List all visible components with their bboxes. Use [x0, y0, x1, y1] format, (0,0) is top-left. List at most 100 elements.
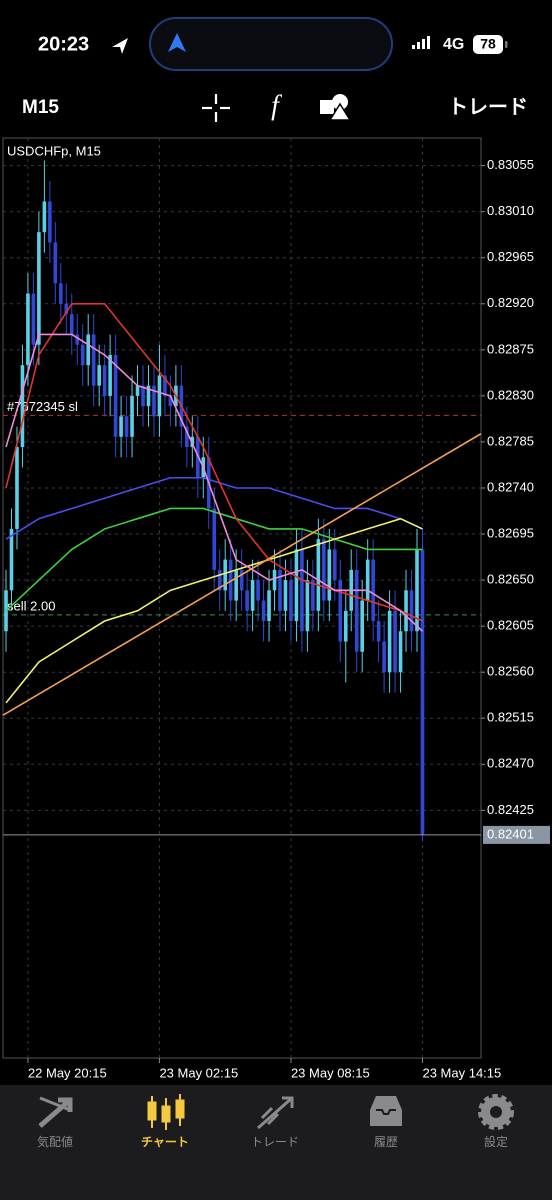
candle-body [64, 303, 69, 315]
y-tick-label: 0.82470 [487, 756, 534, 771]
candle-body [371, 559, 375, 622]
tab-label[interactable]: 気配値 [37, 1134, 73, 1149]
candle-body [305, 580, 310, 632]
history-tab-icon [370, 1096, 402, 1126]
candle-body [365, 559, 370, 601]
crosshair-button[interactable] [202, 94, 230, 122]
candle-body [152, 385, 156, 417]
candle-body [300, 549, 304, 632]
tab-label[interactable]: トレード [251, 1135, 299, 1149]
x-tick-label: 23 May 14:15 [422, 1065, 501, 1080]
x-tick-label: 23 May 08:15 [291, 1065, 370, 1080]
candle-body [250, 580, 255, 611]
battery [473, 35, 503, 54]
settings-tab-icon [478, 1094, 514, 1130]
candle-body [354, 569, 359, 652]
x-tick-label: 22 May 20:15 [28, 1065, 107, 1080]
candle-body [146, 385, 151, 407]
candle-body [212, 508, 217, 570]
indicator-line [2, 433, 482, 716]
candle-body [420, 549, 425, 835]
candle-body [316, 539, 321, 611]
chart-symbol: USDCHFp, M15 [7, 143, 101, 158]
candle-body [108, 354, 112, 396]
candle-body [327, 549, 332, 601]
y-tick-label: 0.82740 [487, 479, 534, 494]
candle-body [404, 590, 408, 632]
trade-tab-icon [257, 1096, 294, 1130]
candle-body [234, 569, 238, 601]
candle-body [80, 344, 85, 366]
candle-body [338, 580, 343, 642]
y-tick-label: 0.82560 [487, 664, 534, 679]
candle-body [311, 580, 315, 611]
trade-button[interactable]: トレード [448, 96, 528, 118]
candle-body [332, 549, 337, 581]
last-price-box [483, 825, 550, 844]
candle-body [185, 426, 189, 448]
chart-tab-icon [147, 1094, 185, 1130]
candle-body [102, 365, 107, 396]
level-label: sell 2.00 [7, 598, 55, 613]
x-tick-label: 23 May 02:15 [159, 1065, 238, 1080]
chart: 0.83055 0.83010 0.82965 0.82920 0.82875 0.828… [2, 138, 550, 1080]
candle-body [245, 590, 249, 611]
candle-body [272, 569, 277, 591]
candle-body [15, 447, 19, 529]
candle-body [387, 610, 392, 673]
y-tick-label: 0.83010 [487, 203, 534, 218]
candle-body [113, 354, 118, 437]
tab-bar [0, 1085, 552, 1200]
last-price-label: 0.82401 [487, 826, 534, 841]
indicators-button[interactable]: f [271, 90, 282, 121]
y-tick-label: 0.82515 [487, 710, 534, 725]
candle-body [294, 549, 299, 622]
candle-body [217, 569, 222, 591]
candle-body [267, 590, 271, 622]
candle-body [141, 385, 145, 407]
candle-body [37, 232, 41, 345]
dynamic-island [149, 17, 393, 71]
candle-body [9, 528, 14, 591]
candle-body [398, 631, 403, 673]
candle-body [119, 416, 123, 437]
candle-body [135, 385, 140, 396]
candle-body [48, 201, 52, 243]
timeframe-button[interactable]: M15 [22, 97, 59, 118]
candle-body [91, 334, 96, 386]
y-tick-label: 0.82830 [487, 387, 534, 402]
indicator-line [5, 333, 424, 632]
candle-body [283, 580, 288, 611]
candle-body [86, 334, 91, 366]
candle-body [75, 334, 80, 345]
candle-body [415, 549, 419, 632]
indicator-line [5, 517, 423, 704]
candle-body [168, 395, 173, 407]
candle-body [382, 641, 386, 673]
candle-body [409, 590, 414, 632]
candle-body [278, 569, 282, 611]
location-icon [112, 38, 128, 54]
candle-body [130, 395, 134, 437]
y-tick-label: 0.82425 [487, 802, 534, 817]
battery-cap [505, 41, 508, 48]
candle-body [256, 580, 260, 601]
y-tick-label: 0.82605 [487, 618, 534, 633]
tab-label[interactable]: 履歴 [374, 1135, 398, 1149]
tab-label[interactable]: チャート [141, 1135, 189, 1149]
candle-body [239, 569, 244, 591]
candle-body [289, 580, 293, 622]
battery-level: 78 [480, 36, 496, 52]
network-type: 4G [443, 36, 464, 53]
tab-label[interactable]: 設定 [484, 1134, 508, 1149]
candle-body [393, 610, 397, 673]
candle-body [157, 375, 162, 417]
objects-button[interactable] [320, 94, 352, 121]
signal-icon [412, 36, 430, 49]
clock: 20:23 [38, 33, 89, 55]
candle-body [228, 559, 233, 601]
candle-body [376, 621, 381, 642]
y-tick-label: 0.82920 [487, 295, 534, 310]
